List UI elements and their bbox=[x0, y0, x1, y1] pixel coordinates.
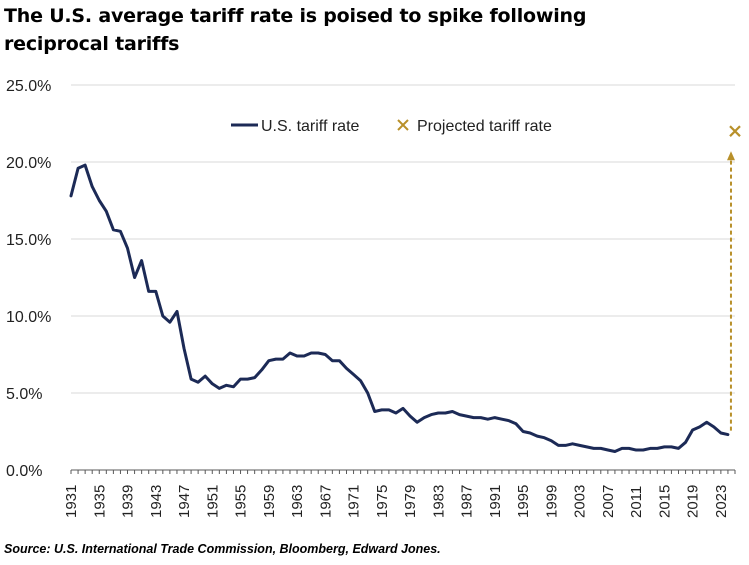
series-layer bbox=[69, 125, 741, 453]
x-tick-label: 2011 bbox=[628, 486, 645, 518]
x-tick-label: 1959 bbox=[261, 485, 278, 518]
x-tick-label: 1975 bbox=[374, 485, 391, 518]
projected-point-marker bbox=[729, 125, 741, 137]
x-tick-label: 1947 bbox=[176, 485, 193, 518]
y-axis-ticks: 0.0% 5.0% 10.0% 15.0% 20.0% 25.0% bbox=[6, 78, 51, 480]
x-tick-label: 1979 bbox=[402, 485, 419, 518]
tariff-line-chart: 0.0%5.0%10.0%15.0%20.0%25.0% 1931 1935 193… bbox=[6, 78, 741, 518]
x-tick-label: 1939 bbox=[120, 485, 137, 518]
projection-arrow-head bbox=[727, 151, 735, 161]
legend-label-projected: Projected tariff rate bbox=[417, 118, 552, 135]
chart-title: The U.S. average tariff rate is poised t… bbox=[4, 5, 587, 55]
x-tick-label: 1999 bbox=[543, 485, 560, 518]
y-tick-label: 5.0% bbox=[6, 386, 42, 403]
x-tick-label: 1971 bbox=[346, 485, 363, 518]
y-tick-label: 10.0% bbox=[6, 309, 51, 326]
x-tick-label: 1935 bbox=[91, 485, 108, 518]
x-tick-label: 1991 bbox=[487, 485, 504, 518]
x-tick-label: 2023 bbox=[713, 485, 730, 518]
source-note: Source: U.S. International Trade Commiss… bbox=[4, 542, 441, 556]
x-tick-label: 1967 bbox=[317, 485, 334, 518]
y-tick-label: 0.0% bbox=[6, 463, 42, 480]
x-tick-label: 1983 bbox=[430, 485, 447, 518]
y-tick-label: 25.0% bbox=[6, 78, 51, 95]
x-tick-label: 2007 bbox=[600, 485, 617, 518]
x-tick-label: 1987 bbox=[459, 485, 476, 518]
x-tick-label: 2019 bbox=[685, 485, 702, 518]
y-tick-label: 15.0% bbox=[6, 232, 51, 249]
y-tick-label: 20.0% bbox=[6, 155, 51, 172]
x-tick-label: 1931 bbox=[63, 485, 80, 518]
x-tick-label: 1943 bbox=[148, 485, 165, 518]
x-tick-label: 2003 bbox=[572, 485, 589, 518]
x-tick-label: 1955 bbox=[233, 485, 250, 518]
legend: U.S. tariff rate Projected tariff rate bbox=[231, 118, 552, 135]
gridlines bbox=[71, 84, 735, 394]
series-line-tariff-rate bbox=[69, 163, 730, 453]
x-tick-label: 2015 bbox=[656, 485, 673, 518]
x-tick-label: 1995 bbox=[515, 485, 532, 518]
legend-label-tariff-rate: U.S. tariff rate bbox=[261, 118, 360, 135]
x-axis-ticks: 1931 1935 1939 1943 1947 1951 1955 1959 1963 1967… bbox=[63, 470, 736, 518]
legend-x-marker bbox=[397, 119, 409, 131]
x-tick-label: 1951 bbox=[204, 485, 221, 518]
x-tick-label: 1963 bbox=[289, 485, 306, 518]
